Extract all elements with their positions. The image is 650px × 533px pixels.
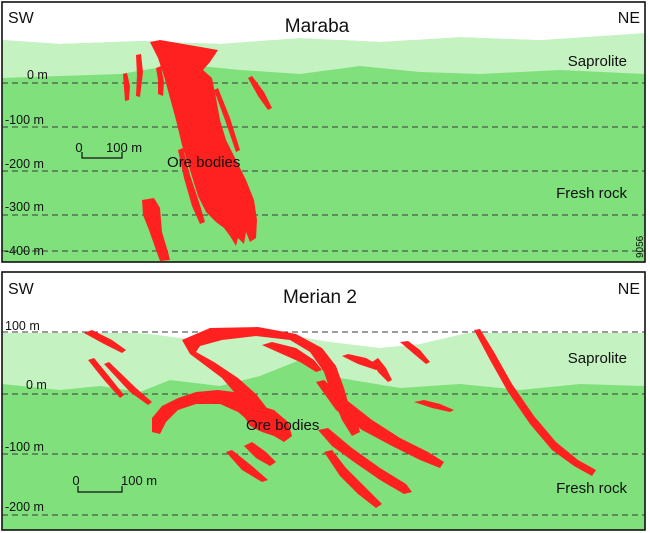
ore-vein-mid: [156, 66, 164, 96]
ore-vein-center-west: [240, 404, 292, 442]
ore-bodies-merian-2: [84, 327, 596, 508]
ore-vein-far-left: [88, 358, 124, 398]
depth-label: -100 m: [5, 113, 44, 127]
depth-label: 100 m: [5, 319, 40, 333]
ore-vein-splay-1: [214, 88, 240, 152]
zone-label-fresh-rock: Fresh rock: [556, 185, 627, 202]
fresh-rock-zone: [2, 40, 645, 262]
panel-merian-2: Merian 2 SW NE 100 m 0 m -100 m -200 m S…: [1, 271, 646, 531]
ore-vein-left-lens: [104, 362, 152, 405]
scale-bar: 0 100 m: [72, 473, 157, 493]
depth-label: -100 m: [5, 440, 44, 454]
ore-vein-upper-left: [84, 330, 126, 353]
direction-label-ne: NE: [618, 281, 640, 298]
panel-title: Merian 2: [283, 287, 357, 308]
ore-bodies-maraba: [123, 40, 272, 261]
direction-label-sw: SW: [8, 281, 35, 298]
depth-label: -200 m: [5, 500, 44, 514]
ore-vein-splay-lower: [318, 428, 412, 494]
ore-vein-long-east: [316, 380, 444, 468]
panel-title: Maraba: [285, 16, 350, 37]
direction-label-sw: SW: [8, 10, 35, 27]
scale-bar-end: 100 m: [106, 140, 142, 155]
ore-vein-splay-bottom: [324, 450, 382, 508]
ore-vein-right-short: [372, 358, 392, 382]
ore-vein-east-dipping: [474, 329, 596, 476]
zone-label-saprolite: Saprolite: [568, 53, 627, 70]
panel-frame-merian-2: [1, 271, 646, 531]
ore-body-main: [150, 40, 257, 246]
ore-vein-inner-arch: [262, 342, 322, 372]
surface-sky: [2, 272, 645, 348]
ore-bodies-label: Ore bodies: [167, 154, 240, 171]
ore-vein-flat-right: [414, 400, 454, 412]
scale-bar-start: 0: [72, 473, 79, 488]
ore-vein-right: [248, 76, 272, 110]
ore-bodies-label: Ore bodies: [246, 417, 319, 434]
figure-code: 9056: [635, 235, 646, 258]
ore-vein-left-upper: [136, 54, 143, 97]
scale-bar-start: 0: [75, 140, 82, 155]
direction-label-ne: NE: [618, 10, 640, 27]
ore-vein-splay-2: [178, 148, 205, 224]
zone-label-fresh-rock: Fresh rock: [556, 480, 627, 497]
depth-label: 0 m: [26, 378, 47, 392]
ore-vein-small-right: [400, 341, 430, 364]
depth-label: 0 m: [27, 68, 48, 82]
scale-bar-end: 100 m: [121, 473, 157, 488]
depth-label: -300 m: [5, 200, 44, 214]
ore-vein-lens-1: [244, 442, 276, 466]
panel-frame-maraba: [1, 1, 646, 263]
scale-bar: 0 100 m: [75, 140, 142, 159]
ore-vein-left-small: [123, 73, 130, 101]
surface-sky: [2, 2, 645, 44]
depth-label: -400 m: [5, 244, 44, 258]
depth-label: -200 m: [5, 157, 44, 171]
ore-vein-lens-2: [226, 450, 268, 482]
panel-maraba: Maraba SW NE 0 m -100 m -200 m -300 m -4…: [1, 1, 646, 263]
ore-vein-upper-center: [342, 354, 380, 370]
ore-body-deep: [142, 198, 170, 261]
zone-label-saprolite: Saprolite: [568, 350, 627, 367]
